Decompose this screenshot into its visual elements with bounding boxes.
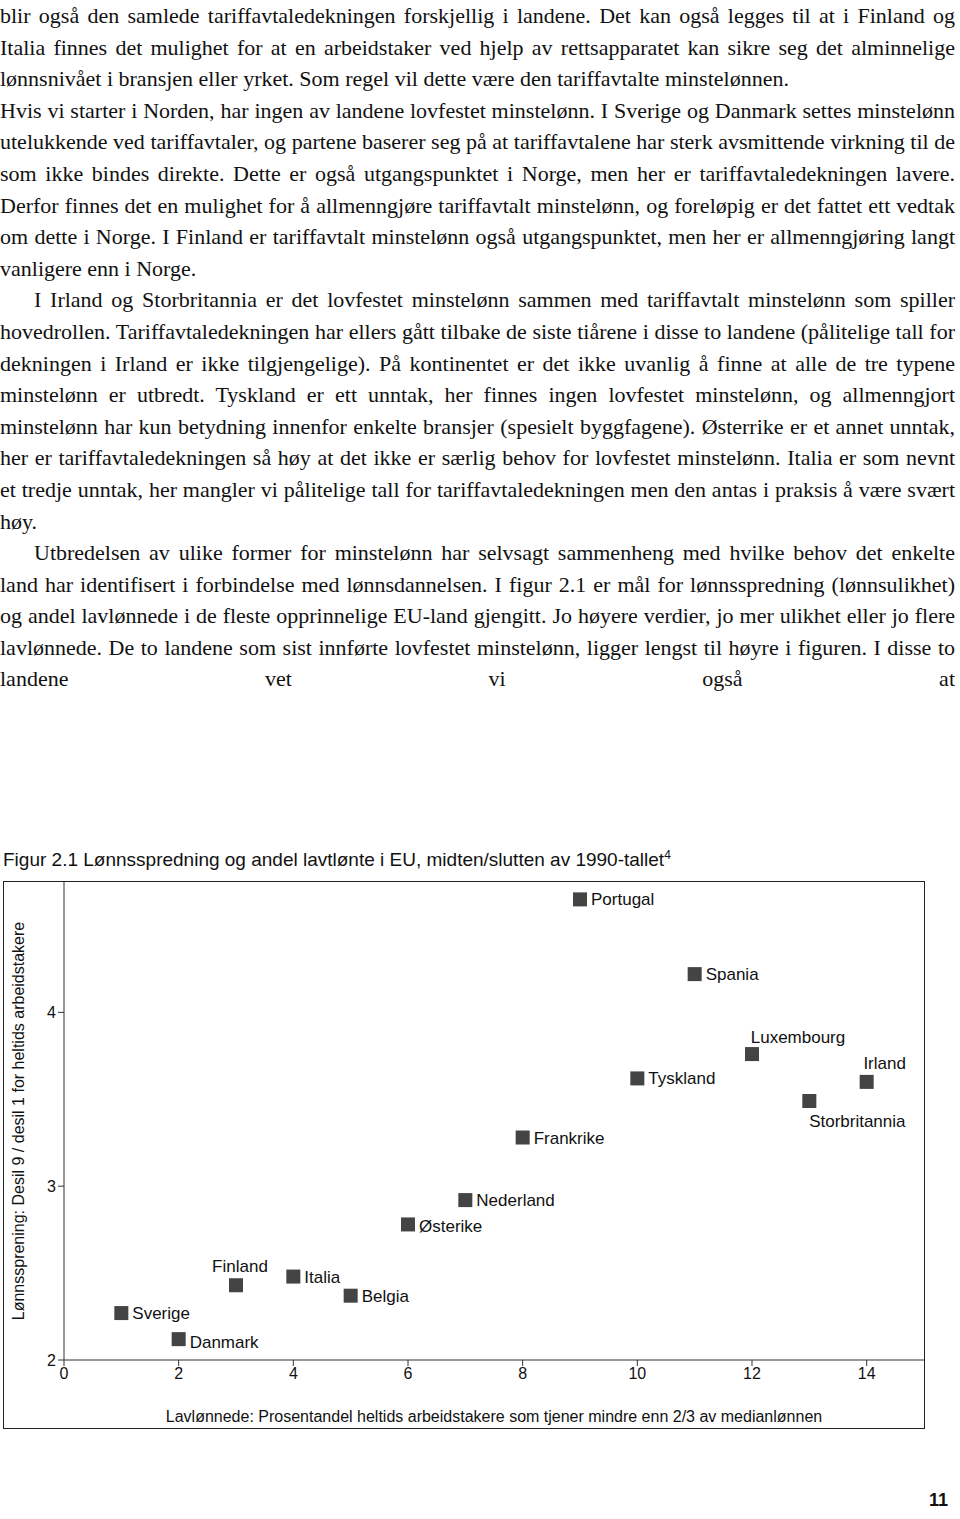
- html-text:Utbredelsen av ulike former fo: Utbredelsen av ulike former for minstelø…: [0, 540, 955, 692]
- svg-text:Portugal: Portugal: [591, 890, 654, 909]
- html-text:11: 11: [929, 1490, 948, 1510]
- svg-text:12: 12: [743, 1365, 761, 1382]
- svg-text:Lavlønnede: Prosentandel helti: Lavlønnede: Prosentandel heltids arbeids…: [166, 1408, 822, 1425]
- svg-text:Belgia: Belgia: [362, 1287, 410, 1306]
- svg-text:8: 8: [518, 1365, 527, 1382]
- svg-text:2: 2: [47, 1352, 56, 1369]
- svg-text:6: 6: [404, 1365, 413, 1382]
- svg-text:4: 4: [47, 1004, 56, 1021]
- html-text:blir også den samlede tariffav: blir også den samlede tariffavtaledeknin…: [0, 3, 955, 92]
- html-text:Hvis vi starter i Norden, har: Hvis vi starter i Norden, har ingen av l…: [0, 97, 955, 281]
- html-text:Figur 2.1 Lønnsspredning og an: Figur 2.1 Lønnsspredning og andel lavtlø…: [3, 848, 671, 871]
- svg-text:Frankrike: Frankrike: [534, 1129, 605, 1148]
- svg-text:0: 0: [60, 1365, 69, 1382]
- svg-text:Spania: Spania: [706, 965, 759, 984]
- html-text:I Irland og Storbritannia er d: I Irland og Storbritannia er det lovfest…: [0, 287, 955, 534]
- svg-text:Nederland: Nederland: [476, 1191, 554, 1210]
- svg-text:Storbritannia: Storbritannia: [809, 1112, 906, 1131]
- svg-text:3: 3: [47, 1178, 56, 1195]
- svg-text:14: 14: [858, 1365, 876, 1382]
- svg-text:Lønnssprening: Desil 9 / desil: Lønnssprening: Desil 9 / desil 1 for hel…: [10, 922, 27, 1321]
- svg-text:Sverige: Sverige: [132, 1304, 190, 1323]
- svg-text:Østerike: Østerike: [419, 1217, 482, 1236]
- svg-text:4: 4: [289, 1365, 298, 1382]
- svg-text:Luxembourg: Luxembourg: [751, 1028, 846, 1047]
- svg-text:Finland: Finland: [212, 1257, 268, 1276]
- svg-text:Italia: Italia: [304, 1268, 340, 1287]
- svg-text:Tyskland: Tyskland: [648, 1069, 715, 1088]
- svg-text:2: 2: [174, 1365, 183, 1382]
- svg-text:Danmark: Danmark: [190, 1333, 259, 1352]
- svg-text:Irland: Irland: [863, 1054, 906, 1073]
- svg-text:10: 10: [628, 1365, 646, 1382]
